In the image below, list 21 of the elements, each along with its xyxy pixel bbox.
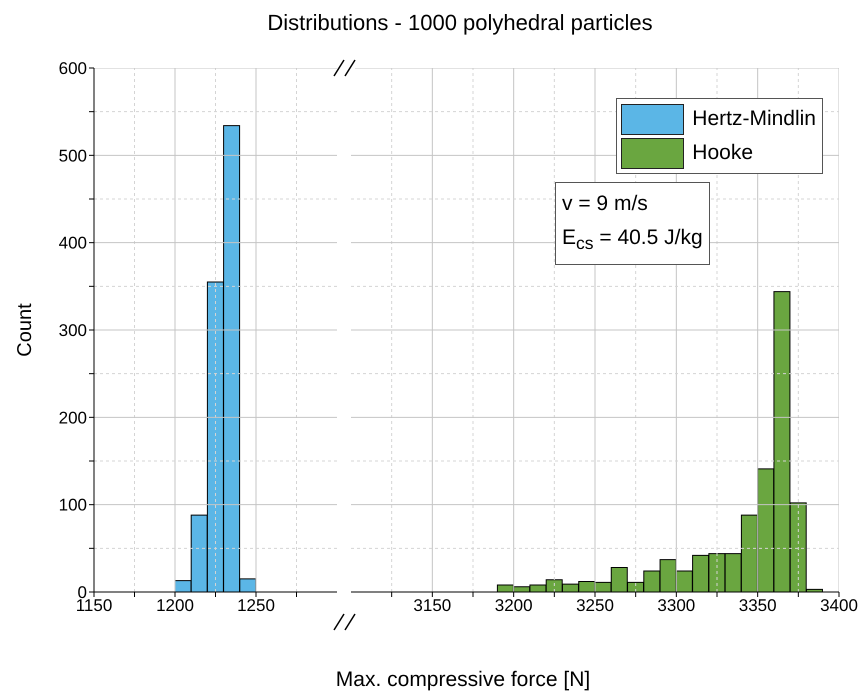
x-tick-label: 1250 [237,596,275,616]
x-axis-title: Max. compressive force [N] [334,668,592,692]
x-tick-label: 3400 [820,596,858,616]
annotation: E$_{cs}$ = 40.5 J/kg [562,225,703,256]
y-axis-title: Count [14,302,36,357]
y-tick-label: 100 [58,496,87,515]
x-tick-label: 1200 [156,596,194,616]
y-tick-label: 200 [58,408,87,428]
legend-label: Hooke [692,141,753,165]
x-tick-label: 3350 [738,596,777,616]
y-tick-label: 400 [58,234,87,253]
x-tick-label: 3200 [494,596,533,616]
x-tick-label: 3250 [576,596,614,616]
legend-label: Hertz-Mindlin [692,107,816,131]
x-tick-label: 3150 [413,596,452,616]
y-tick-label: 600 [58,59,87,78]
y-tick-label: 300 [58,321,87,340]
x-tick-label: 3300 [657,596,696,616]
y-tick-label: 500 [58,146,87,166]
text: Distributions - 1000 polyhedral particles [266,10,654,36]
annotation: v = 9 m/s [562,191,649,217]
